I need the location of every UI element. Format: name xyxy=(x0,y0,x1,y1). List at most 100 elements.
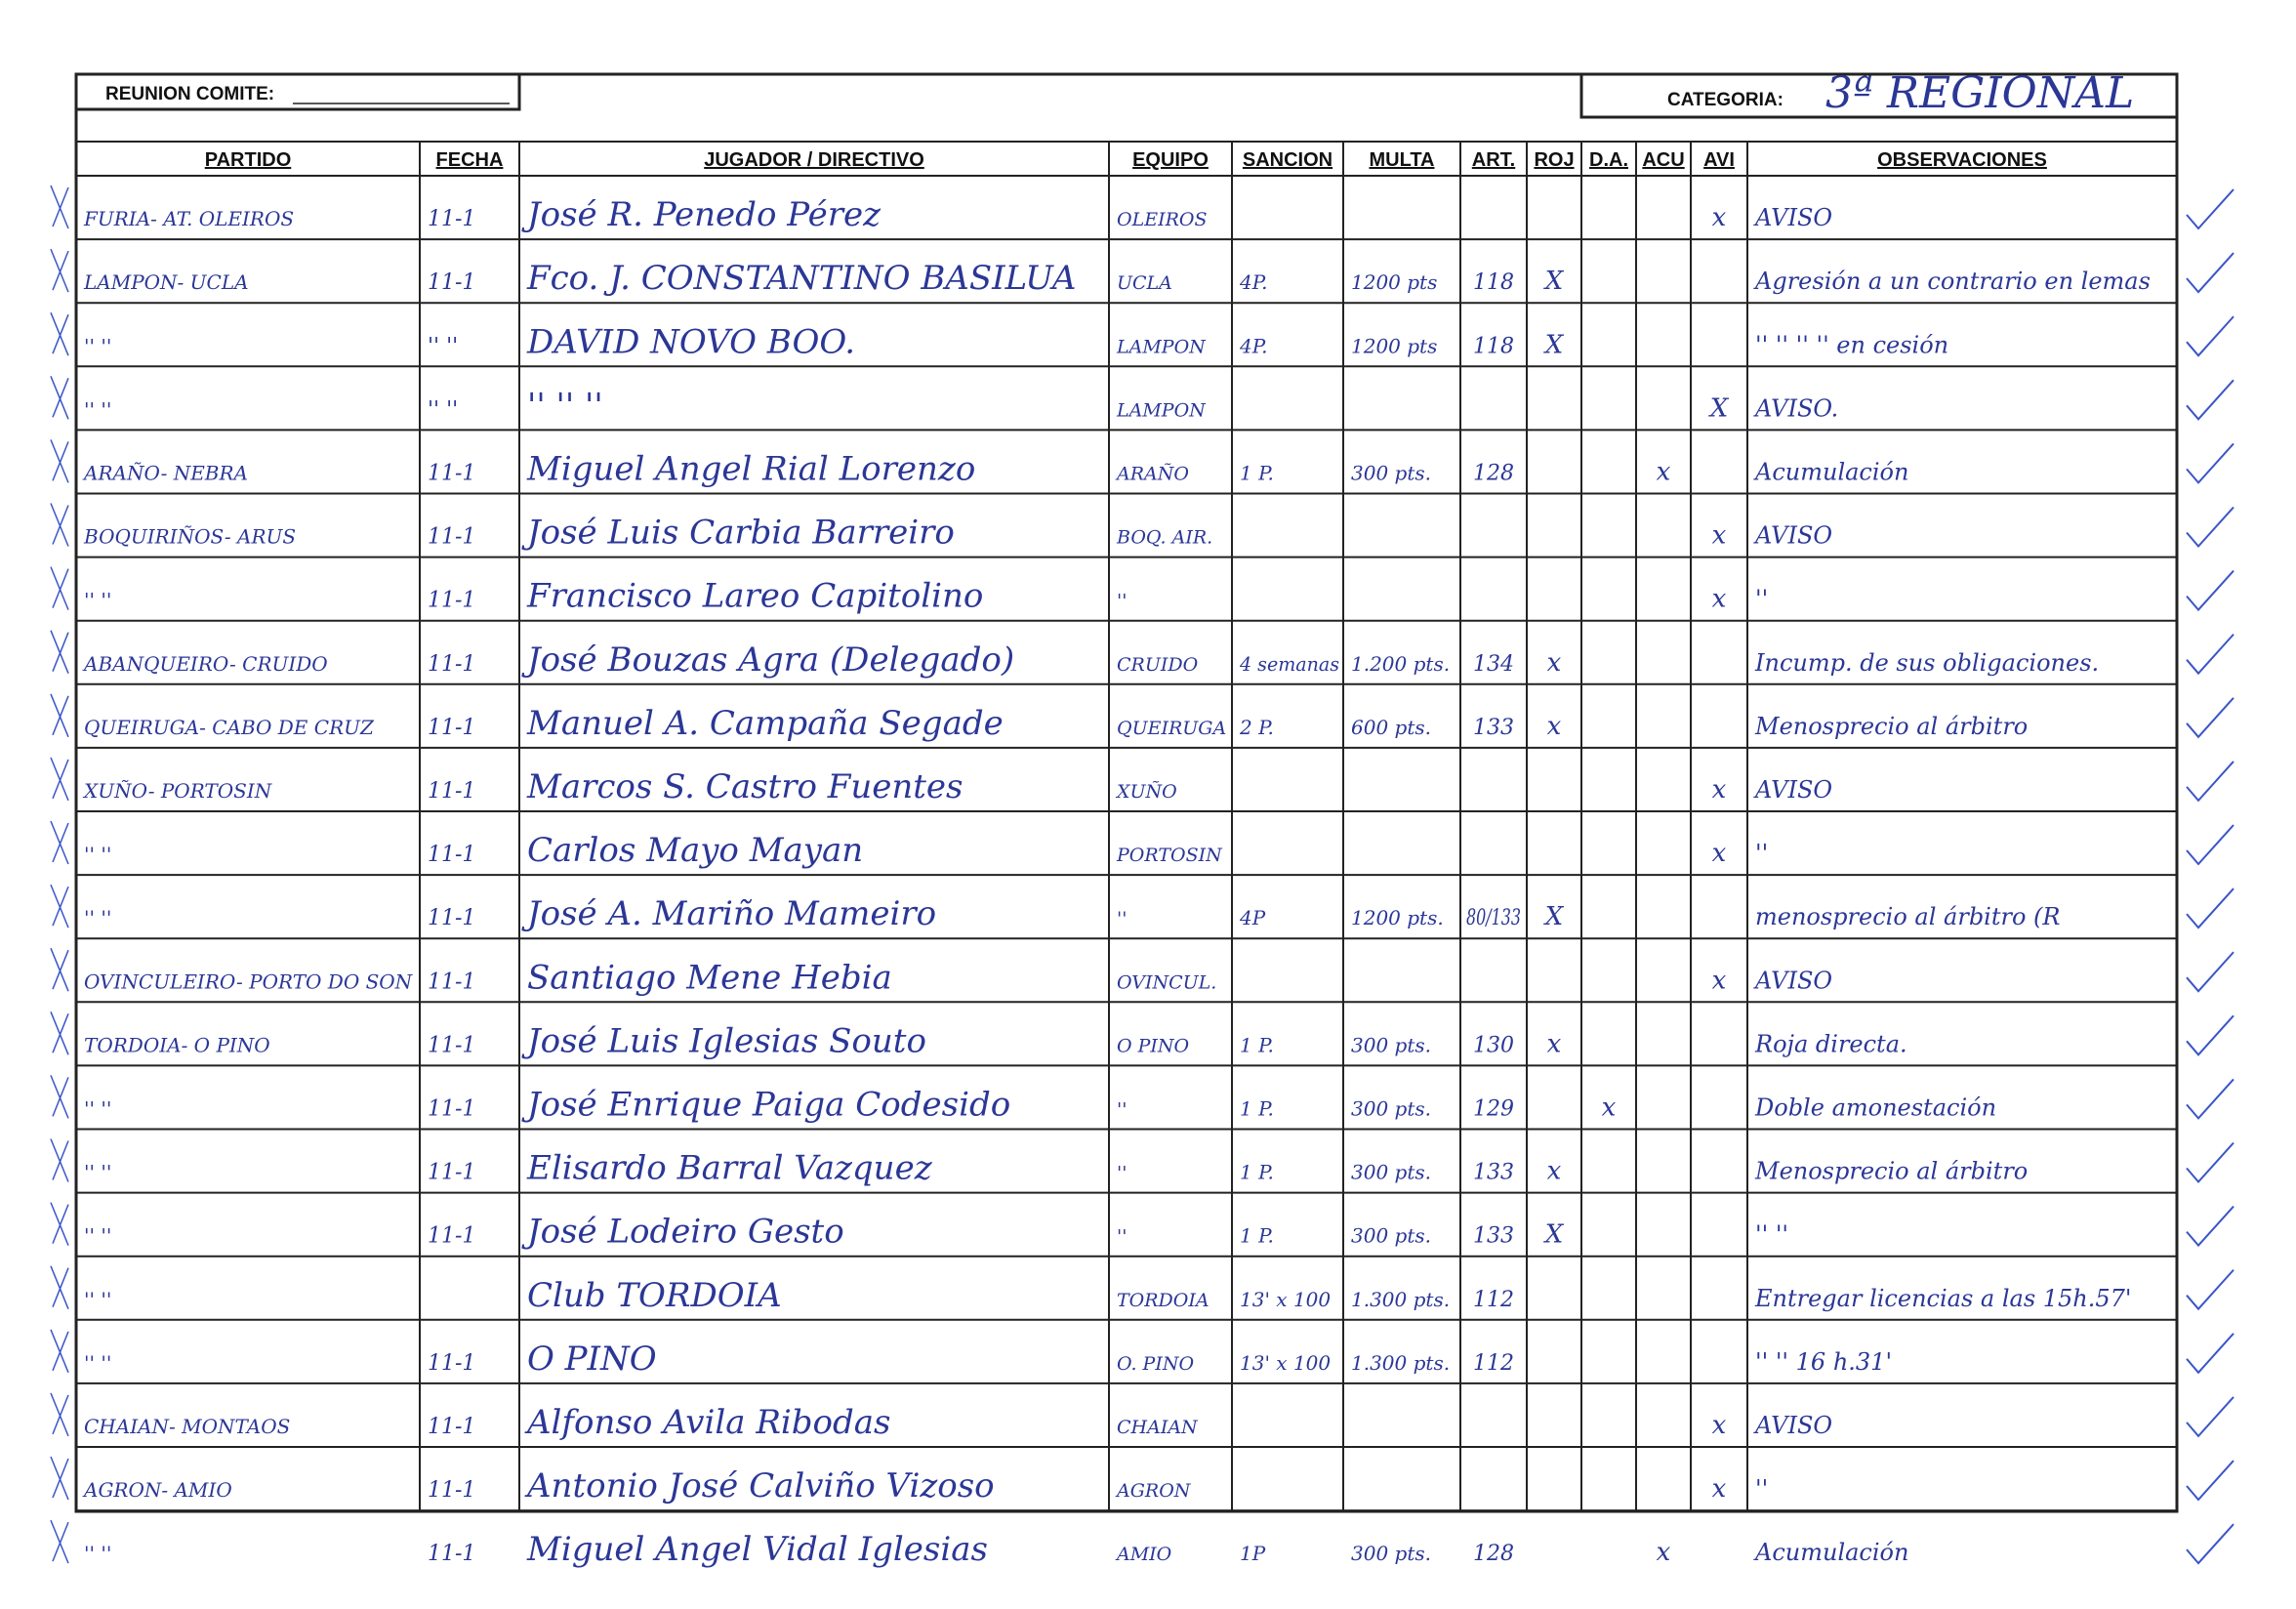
margin-cross xyxy=(50,757,69,802)
cell-text: 118 xyxy=(1473,334,1514,358)
margin-check xyxy=(2186,569,2234,612)
margin-check xyxy=(2186,697,2234,739)
column-header: MULTA xyxy=(1369,149,1434,171)
cell-text: 300 pts. xyxy=(1351,1161,1431,1184)
cell-text: LAMPON- UCLA xyxy=(83,270,249,294)
cell-text: '' '' xyxy=(428,397,458,422)
margin-cross xyxy=(50,311,69,356)
cell-text: 1200 pts. xyxy=(1351,906,1444,929)
cell-text: ARAÑO xyxy=(1115,463,1189,485)
margin-cross xyxy=(50,884,69,928)
cell-text: '' xyxy=(1755,586,1768,613)
cell-text: 11-1 xyxy=(428,652,475,677)
cell-text: 4P. xyxy=(1239,334,1268,357)
cell-text: X xyxy=(1708,393,1730,423)
cell-text: Entregar licencias a las 15h.57' xyxy=(1754,1285,2132,1312)
margin-cross xyxy=(50,1519,69,1564)
cell-text: '' '' xyxy=(1755,1221,1788,1249)
cell-text: 300 pts. xyxy=(1351,462,1431,485)
cell-text: 1 P. xyxy=(1240,1033,1274,1056)
cell-text: '' '' xyxy=(84,843,111,866)
margin-cross xyxy=(50,1202,69,1246)
margin-check xyxy=(2186,887,2234,929)
cell-text: 11-1 xyxy=(428,1415,475,1439)
cell-text: 133 xyxy=(1473,1224,1514,1249)
categoria-value: 3ª REGIONAL xyxy=(1825,68,2134,118)
margin-check xyxy=(2186,951,2234,993)
cell-text: 112 xyxy=(1473,1288,1514,1312)
cell-text: Menosprecio al árbitro xyxy=(1754,1158,2028,1185)
margin-check xyxy=(2186,1460,2234,1502)
cell-text: 4P xyxy=(1239,906,1266,929)
cell-text: '' xyxy=(1117,1163,1127,1184)
cell-text: CHAIAN xyxy=(1117,1417,1199,1438)
column-header: AVI xyxy=(1703,149,1735,171)
cell-text: 11-1 xyxy=(428,716,475,740)
cell-text: 128 xyxy=(1473,1542,1514,1566)
cell-text: '' xyxy=(1755,840,1768,867)
cell-text: '' xyxy=(1755,1475,1768,1503)
cell-text: x xyxy=(1547,648,1562,678)
cell-text: 11-1 xyxy=(428,779,475,804)
cell-text: 11-1 xyxy=(428,270,475,295)
cell-text: '' '' 16 h.31' xyxy=(1755,1348,1892,1376)
cell-text: 112 xyxy=(1473,1351,1514,1376)
cell-text: 128 xyxy=(1473,462,1514,486)
cell-text: 300 pts. xyxy=(1351,1224,1431,1248)
cell-text: AMIO xyxy=(1115,1544,1172,1565)
cell-text: 1P xyxy=(1240,1542,1266,1565)
cell-text: AVISO xyxy=(1753,522,1832,550)
cell-text: AGRON- AMIO xyxy=(82,1478,232,1502)
column-header: JUGADOR / DIRECTIVO xyxy=(704,149,924,171)
cell-text: 1 P. xyxy=(1240,1224,1274,1248)
margin-check xyxy=(2186,506,2234,549)
reunion-box xyxy=(74,72,521,111)
cell-text: Manuel A. Campaña Segade xyxy=(526,704,1004,743)
cell-text: '' xyxy=(1117,908,1127,929)
cell-text: OVINCUL. xyxy=(1117,971,1216,993)
margin-cross xyxy=(50,693,69,738)
cell-text: Menosprecio al árbitro xyxy=(1754,713,2028,740)
cell-text: 1.200 pts. xyxy=(1351,652,1450,676)
cell-text: 600 pts. xyxy=(1351,716,1431,739)
cell-text: José Lodeiro Gesto xyxy=(521,1213,844,1252)
cell-text: Miguel Angel Vidal Iglesias xyxy=(526,1530,988,1569)
cell-text: 300 pts. xyxy=(1351,1097,1431,1121)
cell-text: XUÑO- PORTOSIN xyxy=(82,779,273,803)
cell-text: 133 xyxy=(1473,1161,1514,1185)
cell-text: x xyxy=(1712,966,1727,995)
cell-text: LAMPON xyxy=(1116,336,1207,357)
cell-text: CHAIAN- MONTAOS xyxy=(84,1415,290,1438)
column-header: ACU xyxy=(1642,149,1684,171)
margin-cross xyxy=(50,630,69,674)
categoria-box xyxy=(1579,72,2179,119)
cell-text: 11-1 xyxy=(428,906,475,930)
margin-cross xyxy=(50,820,69,865)
cell-text: AGRON xyxy=(1115,1480,1192,1502)
cell-text: '' '' xyxy=(84,906,111,929)
margin-check xyxy=(2186,1396,2234,1438)
cell-text: X xyxy=(1543,330,1565,359)
cell-text: Roja directa. xyxy=(1754,1030,1907,1057)
cell-text: XUÑO xyxy=(1115,780,1177,803)
cell-text: Antonio José Calviño Vizoso xyxy=(524,1466,995,1506)
cell-text: 4P. xyxy=(1239,270,1268,294)
cell-text: 13' x 100 xyxy=(1240,1288,1331,1311)
cell-text: '' '' '' '' en cesión xyxy=(1755,331,1948,358)
column-header: D.A. xyxy=(1589,149,1628,171)
cell-text: '' '' xyxy=(84,397,111,421)
cell-text: TORDOIA- O PINO xyxy=(84,1033,270,1056)
cell-text: x xyxy=(1547,1157,1562,1186)
cell-text: O. PINO xyxy=(1117,1353,1194,1375)
cell-text: 1200 pts xyxy=(1351,270,1437,294)
cell-text: X xyxy=(1543,267,1565,296)
margin-cross xyxy=(50,566,69,610)
cell-text: x xyxy=(1712,775,1727,804)
cell-text: CRUIDO xyxy=(1117,654,1199,676)
cell-text: 11-1 xyxy=(428,1224,475,1249)
margin-cross xyxy=(50,185,69,229)
margin-check xyxy=(2186,1141,2234,1184)
cell-text: LAMPON xyxy=(1116,399,1207,421)
cell-text: TORDOIA xyxy=(1117,1290,1210,1311)
